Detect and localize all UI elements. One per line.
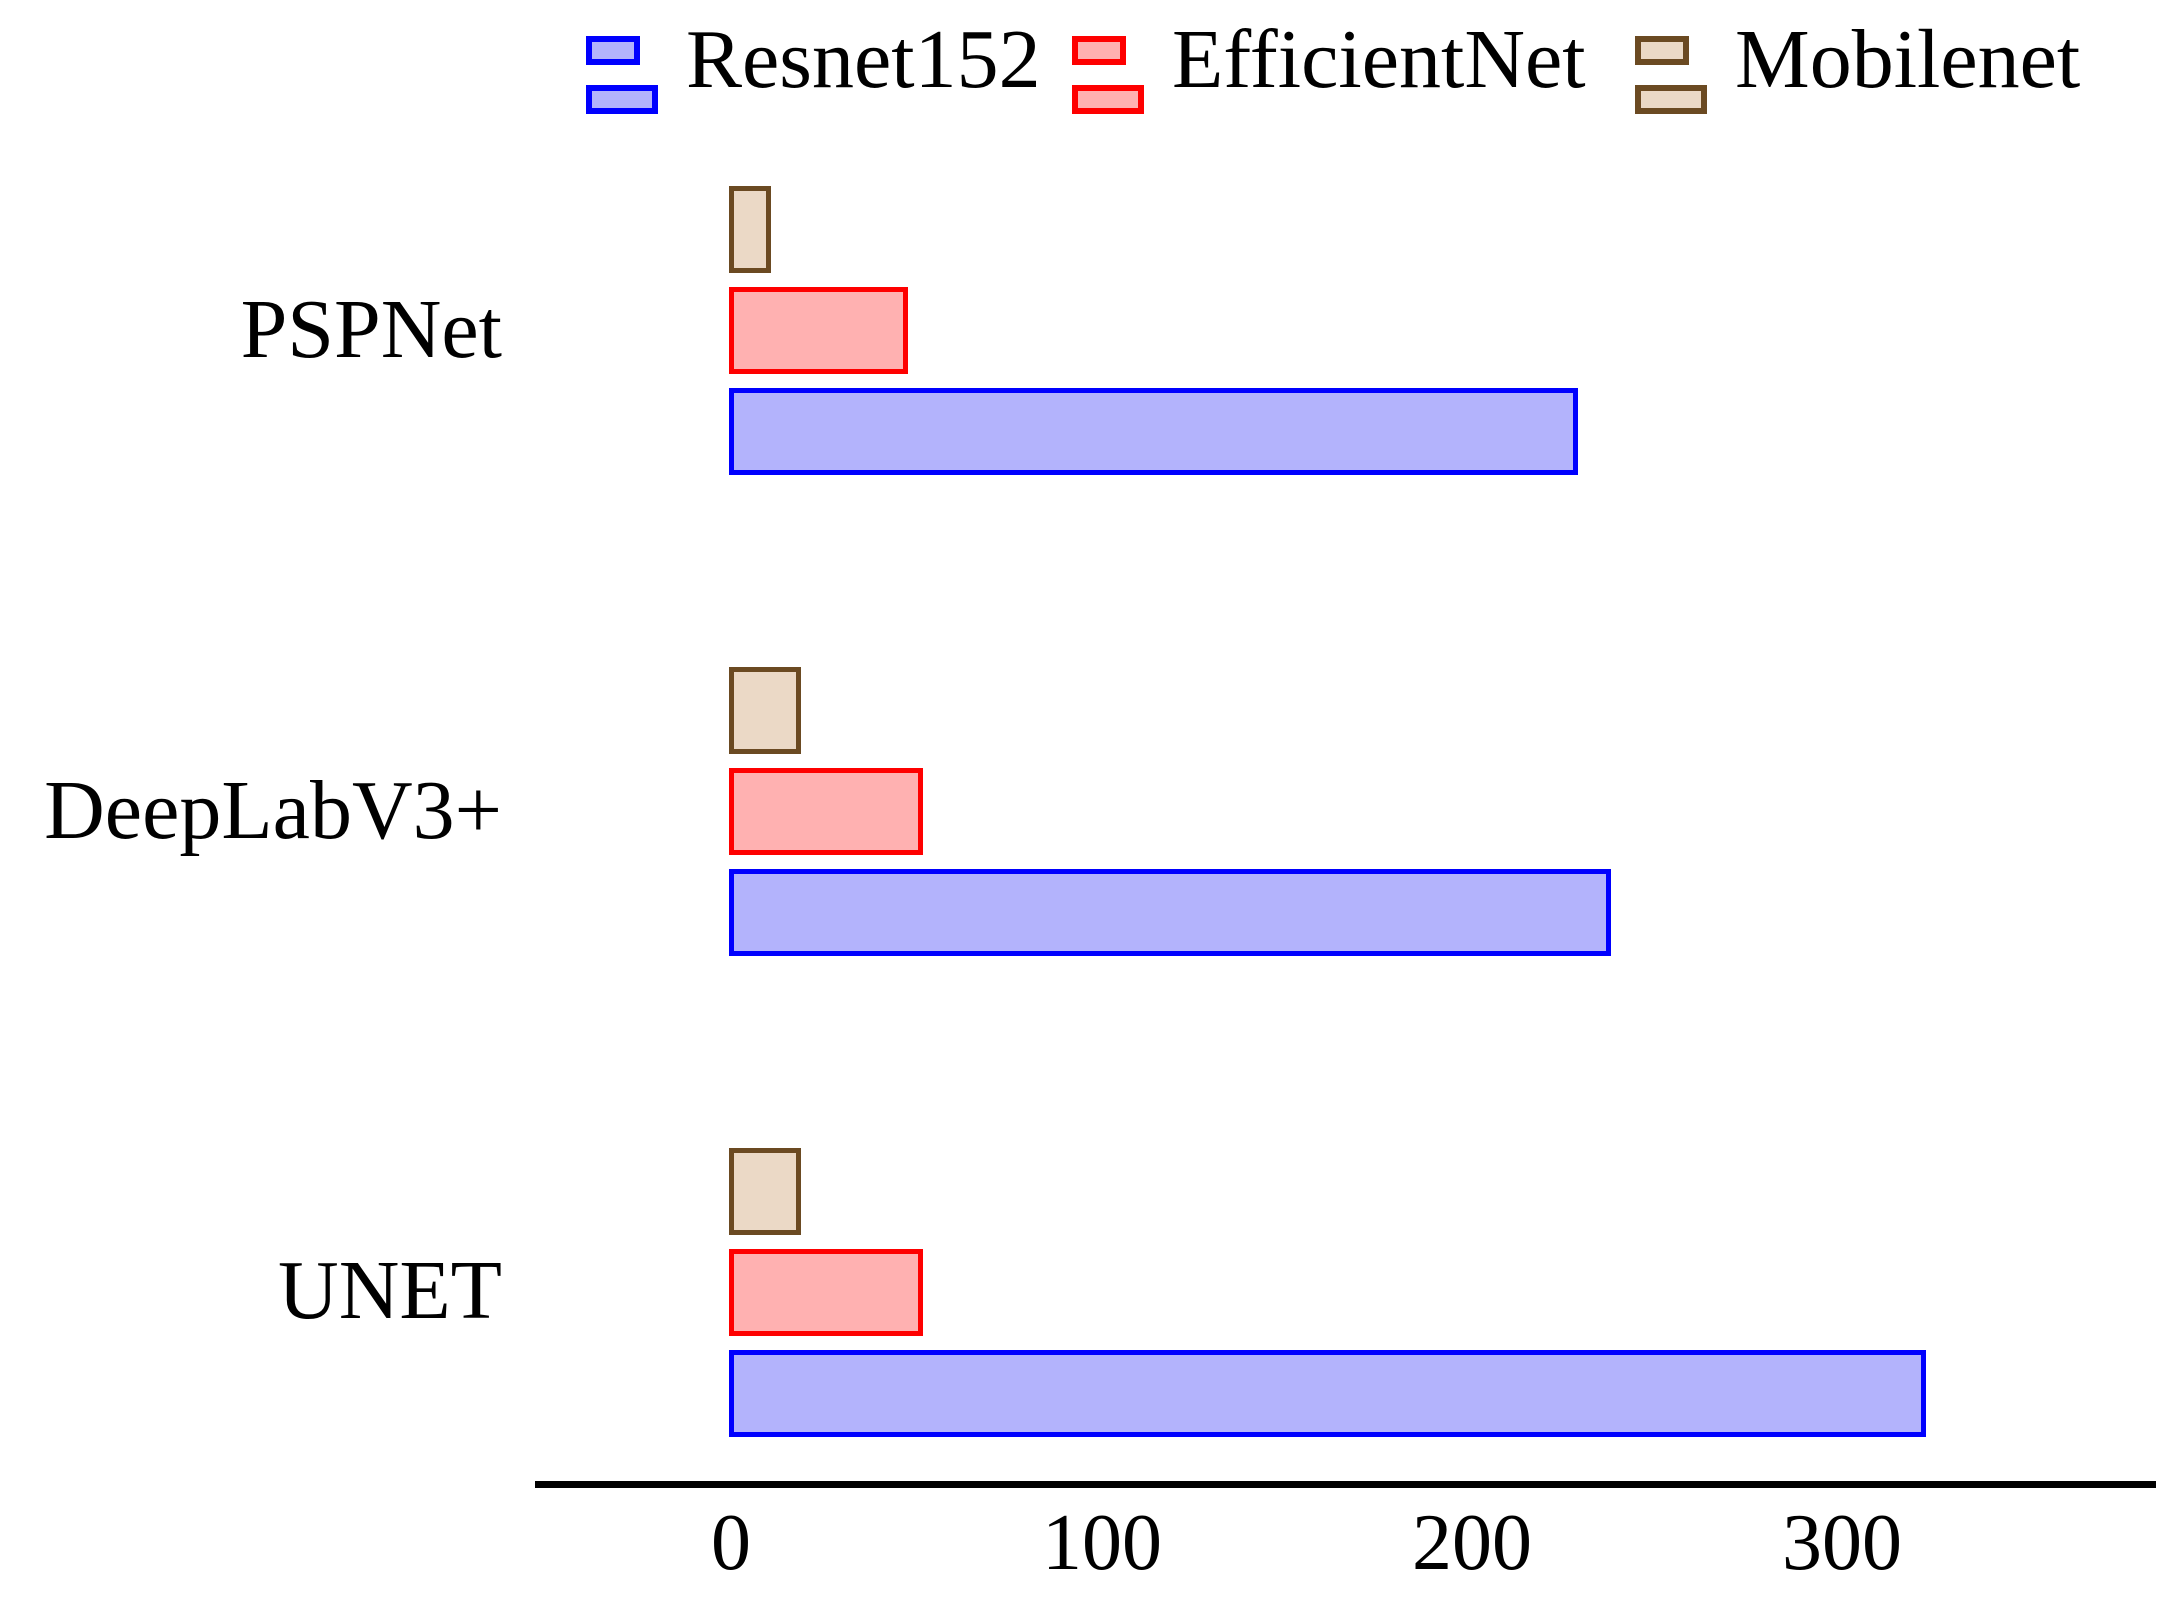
legend-entry-mobilenet: Mobilenet [1635,0,2080,124]
category-label-deeplabv3: DeepLabV3+ [44,764,502,857]
legend-swatch-icon [1635,0,1707,124]
bar-resnet152-deeplabv3 [729,869,1612,956]
bar-mobilenet-deeplabv3 [729,667,801,754]
legend-swatch-icon [1072,0,1144,124]
bar-mobilenet-unet [729,1148,801,1235]
legend-label: EfficientNet [1172,13,1586,106]
legend-label: Resnet152 [686,13,1041,106]
x-axis-line [535,1481,2156,1488]
legend-swatch-icon [586,0,658,124]
x-tick-300: 300 [1782,1499,1902,1587]
category-label-pspnet: PSPNet [240,283,502,376]
bar-resnet152-pspnet [729,388,1578,475]
legend-label: Mobilenet [1735,13,2081,106]
bar-mobilenet-pspnet [729,186,772,273]
category-label-unet: UNET [278,1244,502,1337]
legend-entry-efficientnet: EfficientNet [1072,0,1586,124]
x-tick-100: 100 [1042,1499,1162,1587]
x-tick-0: 0 [711,1499,751,1587]
bar-efficientnet-unet [729,1249,923,1336]
bar-efficientnet-deeplabv3 [729,768,923,855]
bar-efficientnet-pspnet [729,287,908,374]
x-tick-200: 200 [1412,1499,1532,1587]
legend-entry-resnet152: Resnet152 [586,0,1041,124]
bar-resnet152-unet [729,1350,1926,1437]
